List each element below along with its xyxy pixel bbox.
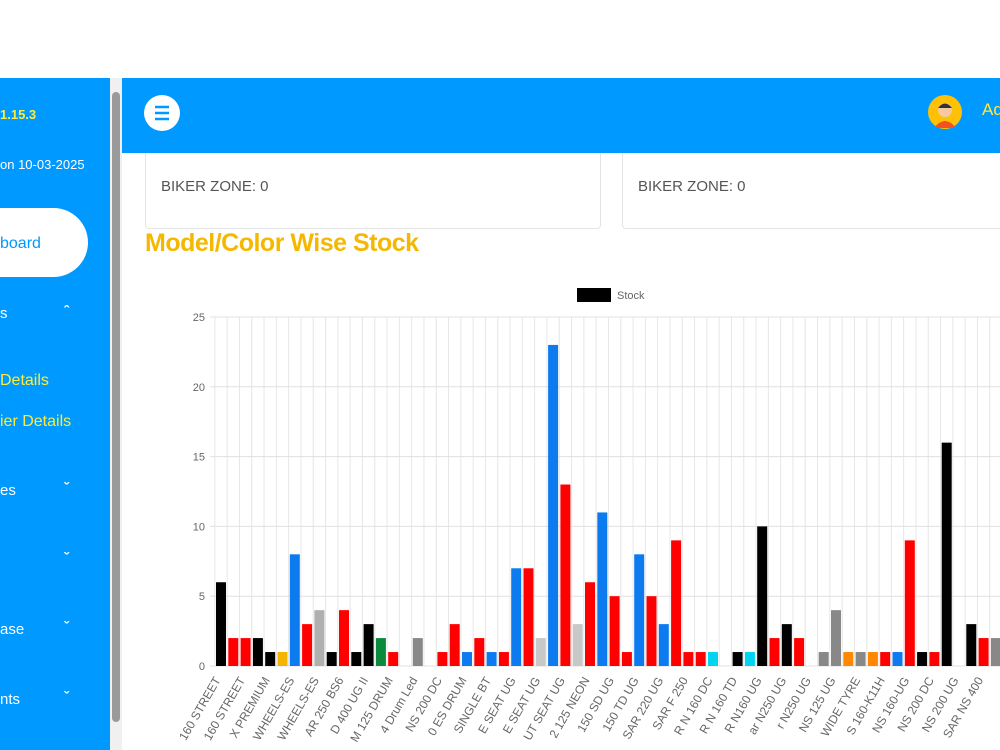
bar [597, 512, 608, 666]
nav-item[interactable]: nts [0, 691, 21, 708]
nav-item[interactable]: es [0, 482, 16, 499]
bar [744, 652, 755, 666]
bar [585, 582, 595, 666]
card-text: BIKER ZONE: 0 [161, 178, 269, 195]
nav-item[interactable]: board [0, 235, 41, 252]
bar [572, 624, 583, 666]
bar [449, 624, 460, 666]
bar [474, 638, 485, 666]
bar [375, 638, 386, 666]
bar [523, 568, 534, 666]
bar [486, 652, 497, 666]
bar [339, 610, 349, 666]
bar [535, 638, 546, 666]
bar [252, 638, 263, 666]
bar [855, 652, 866, 666]
bar [867, 652, 878, 666]
bar [289, 554, 300, 666]
bar [511, 568, 522, 666]
nav-item[interactable]: s [0, 305, 8, 322]
sidebar: 1.15.3 on 10-03-2025 board s ˆ Details i… [0, 78, 110, 750]
bar [929, 652, 940, 666]
bar [634, 554, 645, 666]
bar [326, 652, 337, 666]
bar [781, 624, 792, 666]
y-tick-label: 15 [193, 452, 205, 464]
bar [978, 638, 989, 666]
bar [462, 652, 472, 666]
bar [548, 344, 559, 666]
bar [818, 652, 829, 666]
bar [941, 442, 952, 666]
bar [498, 652, 509, 666]
y-tick-label: 25 [193, 312, 205, 324]
bar [621, 652, 632, 666]
bar [216, 582, 226, 666]
bar [351, 652, 362, 666]
bar [609, 596, 620, 666]
header: Ad [122, 78, 1000, 153]
bar [831, 610, 841, 666]
bar [732, 652, 743, 666]
bar [646, 596, 657, 666]
updated: on 10-03-2025 [0, 157, 85, 172]
bar [683, 652, 694, 666]
header-icons [144, 95, 962, 131]
bar [363, 624, 374, 666]
bar [757, 526, 768, 666]
bar [240, 638, 251, 666]
bar [794, 638, 805, 666]
user-name[interactable]: Ad [982, 100, 1000, 119]
y-tick-label: 10 [193, 521, 205, 533]
bar [265, 652, 276, 666]
bar [560, 484, 571, 666]
bar [708, 652, 718, 666]
bar [277, 652, 288, 666]
bar [990, 638, 1000, 666]
bar [966, 624, 977, 666]
y-tick-label: 5 [199, 591, 205, 603]
nav-item[interactable]: ier Details [0, 413, 72, 430]
bar [880, 652, 891, 666]
bar [412, 638, 423, 666]
card-text: BIKER ZONE: 0 [638, 178, 746, 195]
legend-swatch [577, 288, 611, 302]
bar [917, 652, 928, 666]
section-title: Model/Color Wise Stock [145, 229, 419, 257]
bar [769, 638, 780, 666]
bar [658, 624, 669, 666]
bar [695, 652, 706, 666]
legend-label: Stock [617, 290, 645, 302]
bar [437, 652, 448, 666]
bar [388, 652, 399, 666]
version: 1.15.3 [0, 107, 37, 122]
bar [892, 652, 903, 666]
bar [228, 638, 239, 666]
bar [843, 652, 854, 666]
bar [314, 610, 325, 666]
bar [904, 540, 915, 666]
y-tick-label: 0 [199, 661, 205, 673]
nav-item[interactable]: Details [0, 372, 49, 389]
y-tick-label: 20 [193, 382, 205, 394]
bar [302, 624, 313, 666]
nav-item[interactable]: ase [0, 621, 25, 638]
bar [671, 540, 682, 666]
scroll-thumb[interactable] [112, 92, 120, 722]
